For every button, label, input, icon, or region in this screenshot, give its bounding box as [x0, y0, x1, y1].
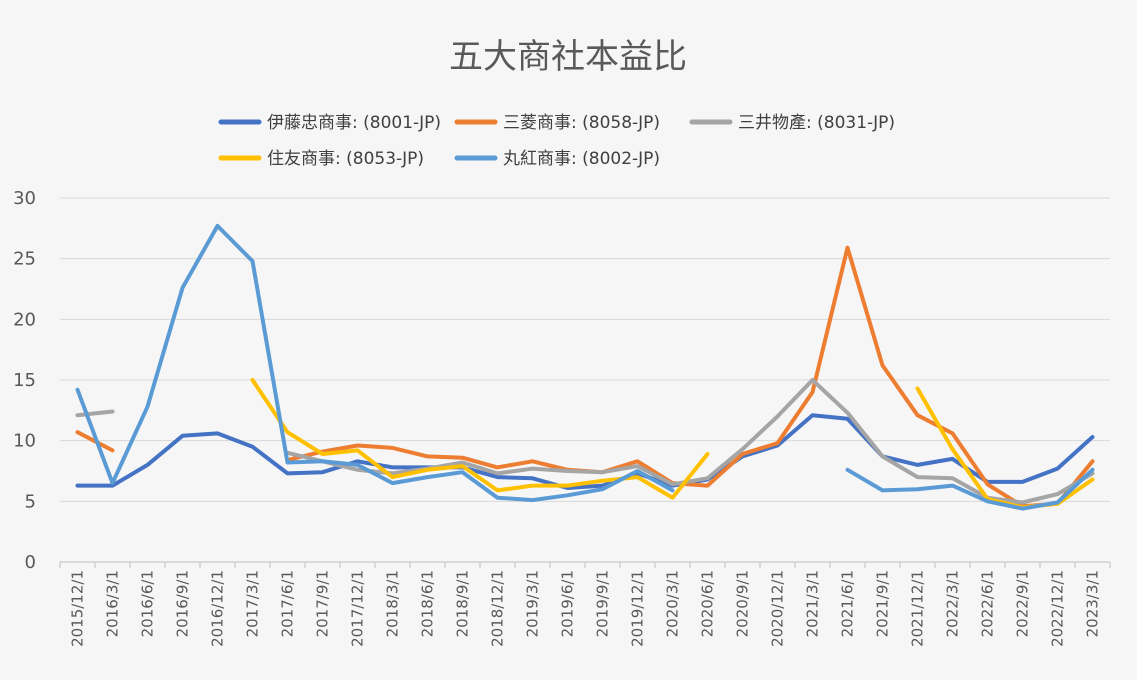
y-tick-label: 5	[25, 491, 36, 512]
legend-item: 伊藤忠商事: (8001-JP)	[218, 113, 441, 133]
x-tick-label: 2022/6/1	[979, 570, 997, 637]
x-tick-label: 2022/12/1	[1049, 570, 1067, 647]
x-tick-label: 2020/6/1	[699, 570, 717, 637]
y-tick-label: 20	[13, 309, 36, 330]
axes: 0 5 10 15 20 25 30 2015/12/1 2016/3/1 2016/6/1 201…	[13, 188, 1111, 647]
x-tick-label: 2021/3/1	[804, 570, 822, 637]
x-tick-label: 2018/3/1	[384, 570, 402, 637]
series-lines	[75, 223, 1095, 511]
x-tick-label: 2016/3/1	[104, 570, 122, 637]
x-tick-label: 2020/12/1	[769, 570, 787, 647]
x-tick-label: 2015/12/1	[69, 570, 87, 647]
legend-label: 伊藤忠商事: (8001-JP)	[267, 113, 441, 133]
series-4	[75, 223, 1095, 511]
x-tick-label: 2018/12/1	[489, 570, 507, 647]
x-tick-label: 2023/3/1	[1084, 570, 1102, 637]
series-1	[75, 245, 1095, 509]
y-tick-label: 10	[13, 431, 36, 452]
legend-item: 三井物產: (8031-JP)	[689, 113, 895, 133]
series-line	[75, 245, 1095, 509]
x-tick-label: 2022/9/1	[1014, 570, 1032, 637]
x-tick-label: 2020/3/1	[664, 570, 682, 637]
series-line	[75, 413, 1095, 490]
x-tick-label: 2019/3/1	[524, 570, 542, 637]
x-tick-label: 2019/12/1	[629, 570, 647, 647]
series-line	[75, 223, 1095, 511]
legend-item: 丸紅商事: (8002-JP)	[454, 149, 660, 169]
x-tick-label: 2017/12/1	[349, 570, 367, 647]
x-tick-label: 2020/9/1	[734, 570, 752, 637]
x-tick-label: 2016/9/1	[174, 570, 192, 637]
legend-label: 三井物產: (8031-JP)	[738, 113, 895, 133]
x-tick-label: 2016/12/1	[209, 570, 227, 647]
chart-title: 五大商社本益比	[449, 37, 687, 77]
legend: 伊藤忠商事: (8001-JP) 三菱商事: (8058-JP) 三井物產: (80…	[218, 113, 895, 169]
x-tick-label: 2018/6/1	[419, 570, 437, 637]
x-tick-label: 2016/6/1	[139, 570, 157, 637]
x-tick-label: 2017/3/1	[244, 570, 262, 637]
legend-label: 三菱商事: (8058-JP)	[503, 113, 660, 133]
series-0	[75, 413, 1095, 490]
x-tick-label: 2021/6/1	[839, 570, 857, 637]
gridlines	[60, 197, 1110, 502]
x-tick-label: 2018/9/1	[454, 570, 472, 637]
x-tick-label: 2017/6/1	[279, 570, 297, 637]
y-tick-label: 30	[13, 188, 36, 209]
legend-item: 三菱商事: (8058-JP)	[454, 113, 660, 133]
x-tick-label: 2021/12/1	[909, 570, 927, 647]
x-tick-label: 2021/9/1	[874, 570, 892, 637]
x-tick-label: 2019/9/1	[594, 570, 612, 637]
x-tick-label: 2022/3/1	[944, 570, 962, 637]
x-tick-label: 2017/9/1	[314, 570, 332, 637]
y-tick-label: 0	[25, 552, 36, 573]
y-tick-label: 15	[13, 370, 36, 391]
y-tick-label: 25	[13, 249, 36, 270]
x-tick-label: 2019/6/1	[559, 570, 577, 637]
legend-label: 住友商事: (8053-JP)	[267, 149, 424, 169]
legend-label: 丸紅商事: (8002-JP)	[503, 149, 660, 169]
legend-item: 住友商事: (8053-JP)	[218, 149, 424, 169]
